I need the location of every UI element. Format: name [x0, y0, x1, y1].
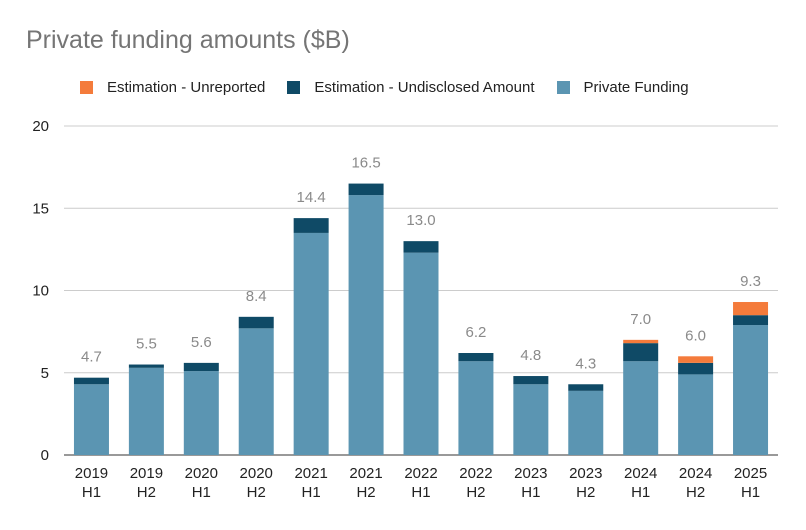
- bar-segment-undisclosed: [128, 364, 164, 368]
- legend-item-unreported: Estimation - Unreported: [80, 79, 265, 96]
- bar-total-label: 4.3: [575, 355, 596, 372]
- bar-segment-undisclosed: [513, 376, 549, 385]
- x-tick-label-year: 2025: [734, 465, 767, 482]
- legend-item-undisclosed: Estimation - Undisclosed Amount: [287, 79, 535, 96]
- bar-segment-unreported: [623, 339, 659, 344]
- x-tick-label-year: 2021: [294, 465, 327, 482]
- bar-total-label: 5.6: [191, 334, 212, 351]
- bar-total-label: 5.5: [136, 336, 157, 353]
- x-tick-label-half: H1: [741, 484, 760, 501]
- bar-total-label: 14.4: [297, 189, 326, 206]
- legend-swatch-undisclosed: [287, 81, 301, 94]
- x-tick-label-year: 2023: [569, 465, 602, 482]
- x-tick-label-half: H2: [466, 484, 485, 501]
- bar-segment-private-funding: [128, 367, 164, 455]
- legend-swatch-private-funding: [556, 81, 570, 94]
- bar-total-label: 9.3: [740, 273, 761, 290]
- bar-segment-private-funding: [513, 384, 549, 455]
- bar-segment-undisclosed: [568, 384, 604, 391]
- bar-segment-private-funding: [73, 384, 109, 455]
- x-tick-label-year: 2022: [459, 465, 492, 482]
- bar-segment-private-funding: [678, 374, 714, 455]
- legend-label-undisclosed: Estimation - Undisclosed Amount: [314, 79, 535, 96]
- y-tick-label: 10: [32, 283, 49, 300]
- bar-segment-undisclosed: [293, 218, 329, 233]
- x-tick-label-year: 2019: [75, 465, 108, 482]
- x-tick-label-half: H2: [686, 484, 705, 501]
- x-tick-label-year: 2020: [240, 465, 273, 482]
- x-tick-label-half: H2: [137, 484, 156, 501]
- bar-segment-private-funding: [623, 361, 659, 455]
- x-tick-label-half: H2: [576, 484, 595, 501]
- x-tick-label-half: H1: [192, 484, 211, 501]
- bar-total-label: 8.4: [246, 288, 267, 305]
- y-tick-label: 20: [32, 118, 49, 135]
- bar-segment-private-funding: [238, 328, 274, 455]
- bar-segment-private-funding: [183, 371, 219, 455]
- x-tick-label-half: H1: [411, 484, 430, 501]
- bar-total-label: 16.5: [351, 155, 380, 172]
- bar-segment-undisclosed: [678, 362, 714, 375]
- bar-segment-private-funding: [293, 232, 329, 455]
- bar-segment-private-funding: [568, 390, 604, 455]
- chart-legend: Estimation - Unreported Estimation - Und…: [80, 79, 711, 96]
- bar-total-label: 6.0: [685, 327, 706, 344]
- y-tick-label: 15: [32, 200, 49, 217]
- bar-segment-undisclosed: [238, 316, 274, 329]
- y-tick-label: 0: [41, 447, 49, 464]
- bar-segment-undisclosed: [73, 377, 109, 385]
- bar-segment-private-funding: [403, 252, 439, 455]
- bar-segment-private-funding: [348, 195, 384, 455]
- x-tick-label-year: 2024: [679, 465, 712, 482]
- bar-segment-undisclosed: [183, 362, 219, 372]
- x-tick-label-year: 2019: [130, 465, 163, 482]
- x-tick-label-year: 2021: [349, 465, 382, 482]
- bar-total-label: 4.7: [81, 349, 102, 366]
- x-tick-label-year: 2020: [185, 465, 218, 482]
- bar-segment-undisclosed: [733, 315, 769, 326]
- bar-total-label: 13.0: [406, 212, 435, 229]
- bar-segment-undisclosed: [458, 353, 494, 362]
- bar-segment-private-funding: [458, 361, 494, 455]
- bar-segment-undisclosed: [623, 343, 659, 362]
- legend-swatch-unreported: [80, 81, 93, 94]
- x-tick-label-half: H2: [356, 484, 375, 501]
- legend-label-unreported: Estimation - Unreported: [107, 79, 266, 96]
- bar-segment-undisclosed: [403, 241, 439, 253]
- chart-title: Private funding amounts ($B): [26, 26, 350, 54]
- x-tick-label-half: H1: [82, 484, 101, 501]
- x-tick-label-year: 2022: [404, 465, 437, 482]
- bar-segment-private-funding: [733, 325, 769, 455]
- bar-total-label: 6.2: [465, 324, 486, 341]
- x-tick-label-year: 2024: [624, 465, 657, 482]
- x-tick-label-year: 2023: [514, 465, 547, 482]
- bar-segment-unreported: [733, 302, 769, 316]
- x-tick-label-half: H1: [521, 484, 540, 501]
- bar-total-label: 4.8: [520, 347, 541, 364]
- bar-total-label: 7.0: [630, 311, 651, 328]
- legend-label-private-funding: Private Funding: [583, 79, 689, 96]
- bar-segment-undisclosed: [348, 183, 384, 196]
- x-tick-label-half: H2: [247, 484, 266, 501]
- bar-segment-unreported: [678, 356, 714, 363]
- legend-item-private-funding: Private Funding: [556, 79, 689, 96]
- x-tick-label-half: H1: [631, 484, 650, 501]
- x-tick-label-half: H1: [302, 484, 321, 501]
- y-tick-label: 5: [41, 365, 49, 382]
